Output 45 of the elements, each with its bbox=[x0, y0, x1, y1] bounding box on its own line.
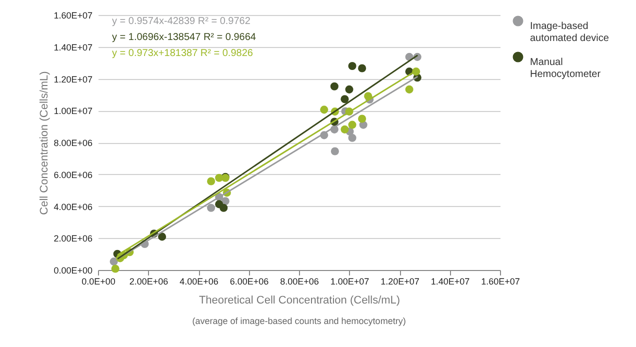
legend-label: Image-based automated device bbox=[530, 21, 610, 44]
y-tick-label: 1.60E+07 bbox=[54, 10, 92, 20]
point bbox=[220, 204, 228, 212]
y-tick-label: 0.00E+00 bbox=[54, 266, 92, 276]
point bbox=[405, 85, 414, 94]
point bbox=[320, 106, 328, 114]
x-tick-label: 1.60E+07 bbox=[481, 276, 520, 286]
point bbox=[207, 204, 216, 212]
x-tick-label: 1.20E+07 bbox=[380, 276, 420, 286]
point bbox=[111, 264, 120, 273]
legend-label: Manual Hemocytometer bbox=[530, 57, 602, 80]
annotation: y = 1.0696x-138547 R² = 0.9664 bbox=[112, 32, 256, 43]
y-tick-label: 6.00E+06 bbox=[54, 170, 92, 180]
point bbox=[358, 64, 366, 72]
point bbox=[358, 114, 366, 123]
x-tick-label: 4.00E+06 bbox=[180, 276, 218, 286]
y-tick-label: 1.40E+07 bbox=[54, 42, 92, 52]
point bbox=[110, 258, 118, 266]
y-axis-title: Cell Concentration (Cells/mL) bbox=[38, 71, 51, 215]
point bbox=[345, 85, 354, 94]
y-tick-label: 1.20E+07 bbox=[54, 74, 92, 84]
annotation: y = 0.973x+181387 R² = 0.9826 bbox=[112, 48, 254, 59]
point bbox=[340, 125, 349, 134]
point bbox=[330, 82, 338, 90]
annotation: y = 0.9574x-42839 R² = 0.9762 bbox=[112, 16, 251, 27]
x-tick-label: 6.00E+06 bbox=[230, 276, 269, 286]
x-axis-title: Theoretical Cell Concentration (Cells/mL) bbox=[198, 294, 400, 306]
y-tick-label: 2.00E+06 bbox=[54, 234, 92, 244]
point bbox=[207, 177, 216, 186]
text: (average of image-based counts and hemocytometry) bbox=[192, 316, 406, 326]
x-tick-label: 1.00E+07 bbox=[330, 276, 370, 286]
y-tick-label: 1.00E+07 bbox=[54, 106, 92, 116]
point bbox=[364, 92, 372, 100]
point bbox=[348, 120, 356, 129]
x-tick-label: 8.00E+06 bbox=[280, 276, 319, 286]
point bbox=[330, 147, 339, 156]
x-tick-label: 1.40E+07 bbox=[430, 276, 470, 286]
point bbox=[348, 62, 356, 70]
y-tick-label: 4.00E+06 bbox=[54, 202, 92, 212]
y-tick-label: 8.00E+06 bbox=[54, 138, 92, 148]
point bbox=[340, 95, 349, 104]
x-tick-label: 2.00E+06 bbox=[129, 276, 168, 286]
point bbox=[348, 134, 356, 142]
point bbox=[158, 232, 166, 241]
x-tick-label: 0.0E+00 bbox=[82, 276, 116, 286]
